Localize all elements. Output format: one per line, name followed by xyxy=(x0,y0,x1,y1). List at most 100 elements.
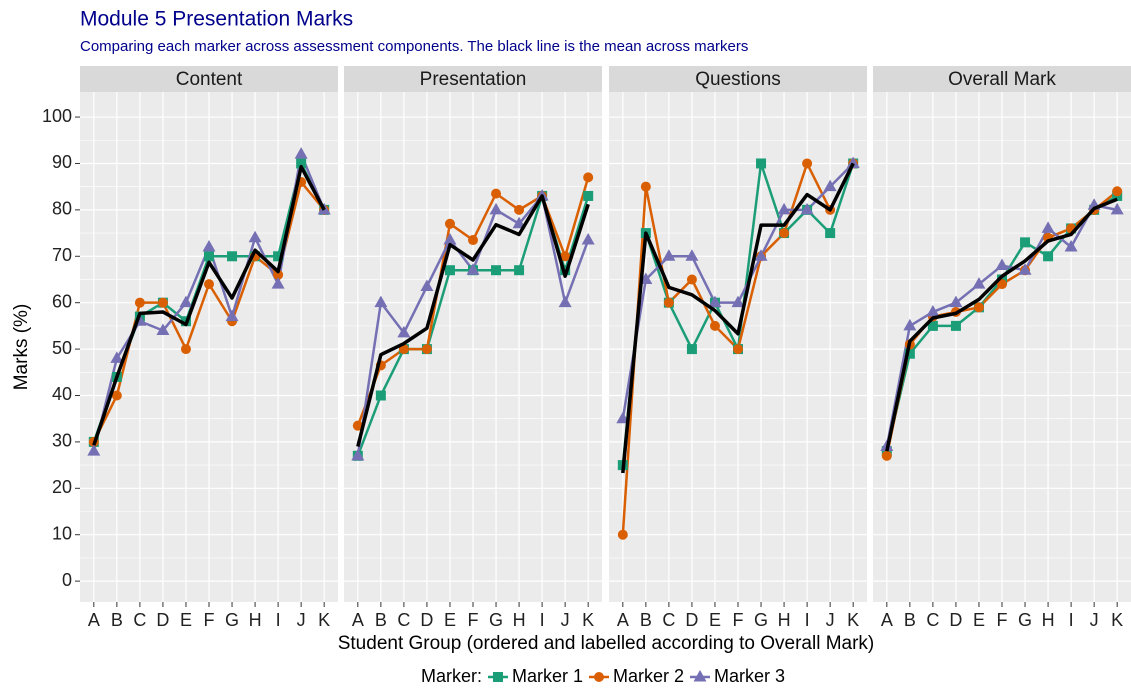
marker-circle xyxy=(491,188,502,199)
x-tick-label: F xyxy=(204,610,215,630)
marker-square xyxy=(686,344,697,355)
marker-triangle xyxy=(225,309,239,322)
marker-circle xyxy=(686,274,697,285)
marker-triangle xyxy=(903,318,917,331)
legend-label: Marker 2 xyxy=(613,666,684,686)
marker-triangle xyxy=(777,202,791,215)
x-tick-label: D xyxy=(156,610,169,630)
marker-triangle xyxy=(374,295,388,308)
x-tick-label: K xyxy=(847,610,859,630)
marker-circle xyxy=(560,251,571,262)
marker-triangle xyxy=(949,295,963,308)
strip xyxy=(344,66,602,92)
marker-triangle xyxy=(754,249,768,261)
marker-circle xyxy=(583,172,594,183)
x-tick-label: J xyxy=(297,610,306,630)
marker-circle xyxy=(444,218,455,229)
marker-circle xyxy=(640,181,651,192)
y-tick-label: 100 xyxy=(42,106,72,126)
marker-circle xyxy=(111,390,122,401)
y-tick-label: 40 xyxy=(52,384,72,404)
x-tick-label: A xyxy=(352,610,364,630)
panel: Content A B C D E F G H I J K xyxy=(80,66,338,630)
marker-square xyxy=(227,251,238,262)
panel-title: Questions xyxy=(695,69,781,90)
marker-circle xyxy=(180,344,191,355)
marker-circle xyxy=(617,529,628,540)
panel: Questions A B C D E F G H I J K xyxy=(609,66,867,630)
marker-circle xyxy=(204,279,214,290)
panel-title: Presentation xyxy=(420,69,527,90)
y-tick-label: 30 xyxy=(52,431,72,451)
strip xyxy=(609,66,867,92)
y-tick-label: 80 xyxy=(52,199,72,219)
y-tick-label: 0 xyxy=(62,570,72,590)
x-tick-label: F xyxy=(468,610,479,630)
legend-title: Marker: xyxy=(421,666,482,686)
x-tick-label: A xyxy=(881,610,893,630)
marker-triangle xyxy=(156,323,170,336)
legend-label: Marker 3 xyxy=(714,666,785,686)
x-axis-label: Student Group (ordered and labelled acco… xyxy=(338,633,875,654)
marker-square xyxy=(927,320,938,331)
marker-square xyxy=(444,265,455,276)
marker-triangle xyxy=(1110,202,1124,215)
marker-circle xyxy=(594,672,604,682)
x-tick-label: K xyxy=(582,610,594,630)
marker-square xyxy=(1020,237,1031,248)
panel-title: Overall Mark xyxy=(948,69,1056,90)
strip xyxy=(80,66,338,92)
x-tick-label: J xyxy=(561,610,570,630)
mean-line xyxy=(621,162,855,474)
x-tick-label: A xyxy=(88,610,100,630)
panel: Overall Mark A B C D E F G H I J K xyxy=(873,66,1131,630)
x-tick-label: D xyxy=(949,610,962,630)
marker-triangle xyxy=(708,295,722,308)
marker-triangle xyxy=(800,202,814,215)
marker-circle xyxy=(733,344,743,355)
x-tick-label: I xyxy=(805,610,810,630)
marker-triangle xyxy=(823,179,837,192)
marker-square xyxy=(492,672,503,682)
marker-square xyxy=(375,390,386,401)
x-tick-label: F xyxy=(997,610,1008,630)
marker-triangle xyxy=(558,295,572,308)
marker-circle xyxy=(881,450,892,461)
y-tick-label: 50 xyxy=(52,338,72,358)
x-tick-label: E xyxy=(444,610,456,630)
x-tick-label: E xyxy=(709,610,721,630)
marker-square xyxy=(583,190,594,201)
x-tick-label: E xyxy=(180,610,192,630)
marker-triangle xyxy=(271,277,285,289)
marker-triangle xyxy=(512,216,526,229)
marker-circle xyxy=(973,302,984,313)
x-tick-label: B xyxy=(375,610,387,630)
panel: Presentation A B C D E F G H I J K xyxy=(344,66,602,630)
marker-square xyxy=(756,158,767,169)
marker-square xyxy=(514,265,525,276)
marker-square xyxy=(904,348,915,359)
y-tick-label: 60 xyxy=(52,291,72,311)
x-tick-label: D xyxy=(420,610,433,630)
x-tick-label: I xyxy=(540,610,545,630)
marker-triangle xyxy=(466,263,480,275)
x-tick-label: C xyxy=(133,610,146,630)
x-tick-label: E xyxy=(973,610,985,630)
marker-triangle xyxy=(351,448,365,461)
marker-triangle xyxy=(685,249,699,261)
marker-square xyxy=(950,320,961,331)
marker-triangle xyxy=(616,411,630,424)
x-tick-label: F xyxy=(733,610,744,630)
mean-line xyxy=(356,194,590,447)
x-tick-label: B xyxy=(640,610,652,630)
marker-triangle xyxy=(420,279,434,291)
marker-circle xyxy=(421,344,432,355)
strip xyxy=(873,66,1131,92)
y-tick-label: 20 xyxy=(52,477,72,497)
x-tick-label: D xyxy=(685,610,698,630)
marker-triangle xyxy=(926,304,940,317)
y-tick-label: 70 xyxy=(52,245,72,265)
marker-square xyxy=(825,228,836,239)
panel-title: Content xyxy=(176,69,243,90)
